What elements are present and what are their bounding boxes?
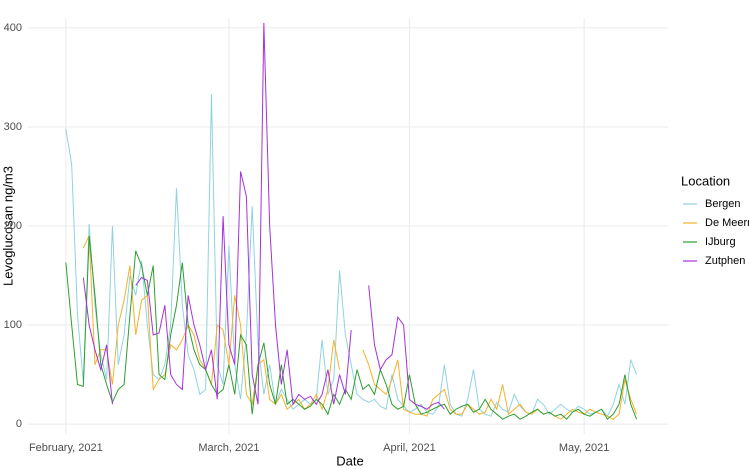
legend-label: IJburg [705,236,736,248]
legend-label: Bergen [705,198,740,210]
y-tick-label: 400 [4,22,22,34]
series-line [65,94,638,418]
legend-label: De Meern [705,217,749,229]
x-tick-label: May, 2021 [559,442,610,454]
y-tick-label: 300 [4,121,22,133]
x-tick-label: February, 2021 [29,442,103,454]
series-line [65,235,638,420]
x-axis-title: Date [336,453,363,468]
legend-label: Zutphen [705,255,745,267]
x-tick-label: March, 2021 [198,442,259,454]
y-axis-title: Levoglucosan ng/m3 [0,166,15,286]
x-tick-label: April, 2021 [383,442,436,454]
y-tick-label: 200 [4,220,22,232]
legend-title: Location [681,173,730,188]
y-tick-label: 100 [4,319,22,331]
series-line [82,22,445,410]
y-tick-label: 0 [16,418,22,430]
